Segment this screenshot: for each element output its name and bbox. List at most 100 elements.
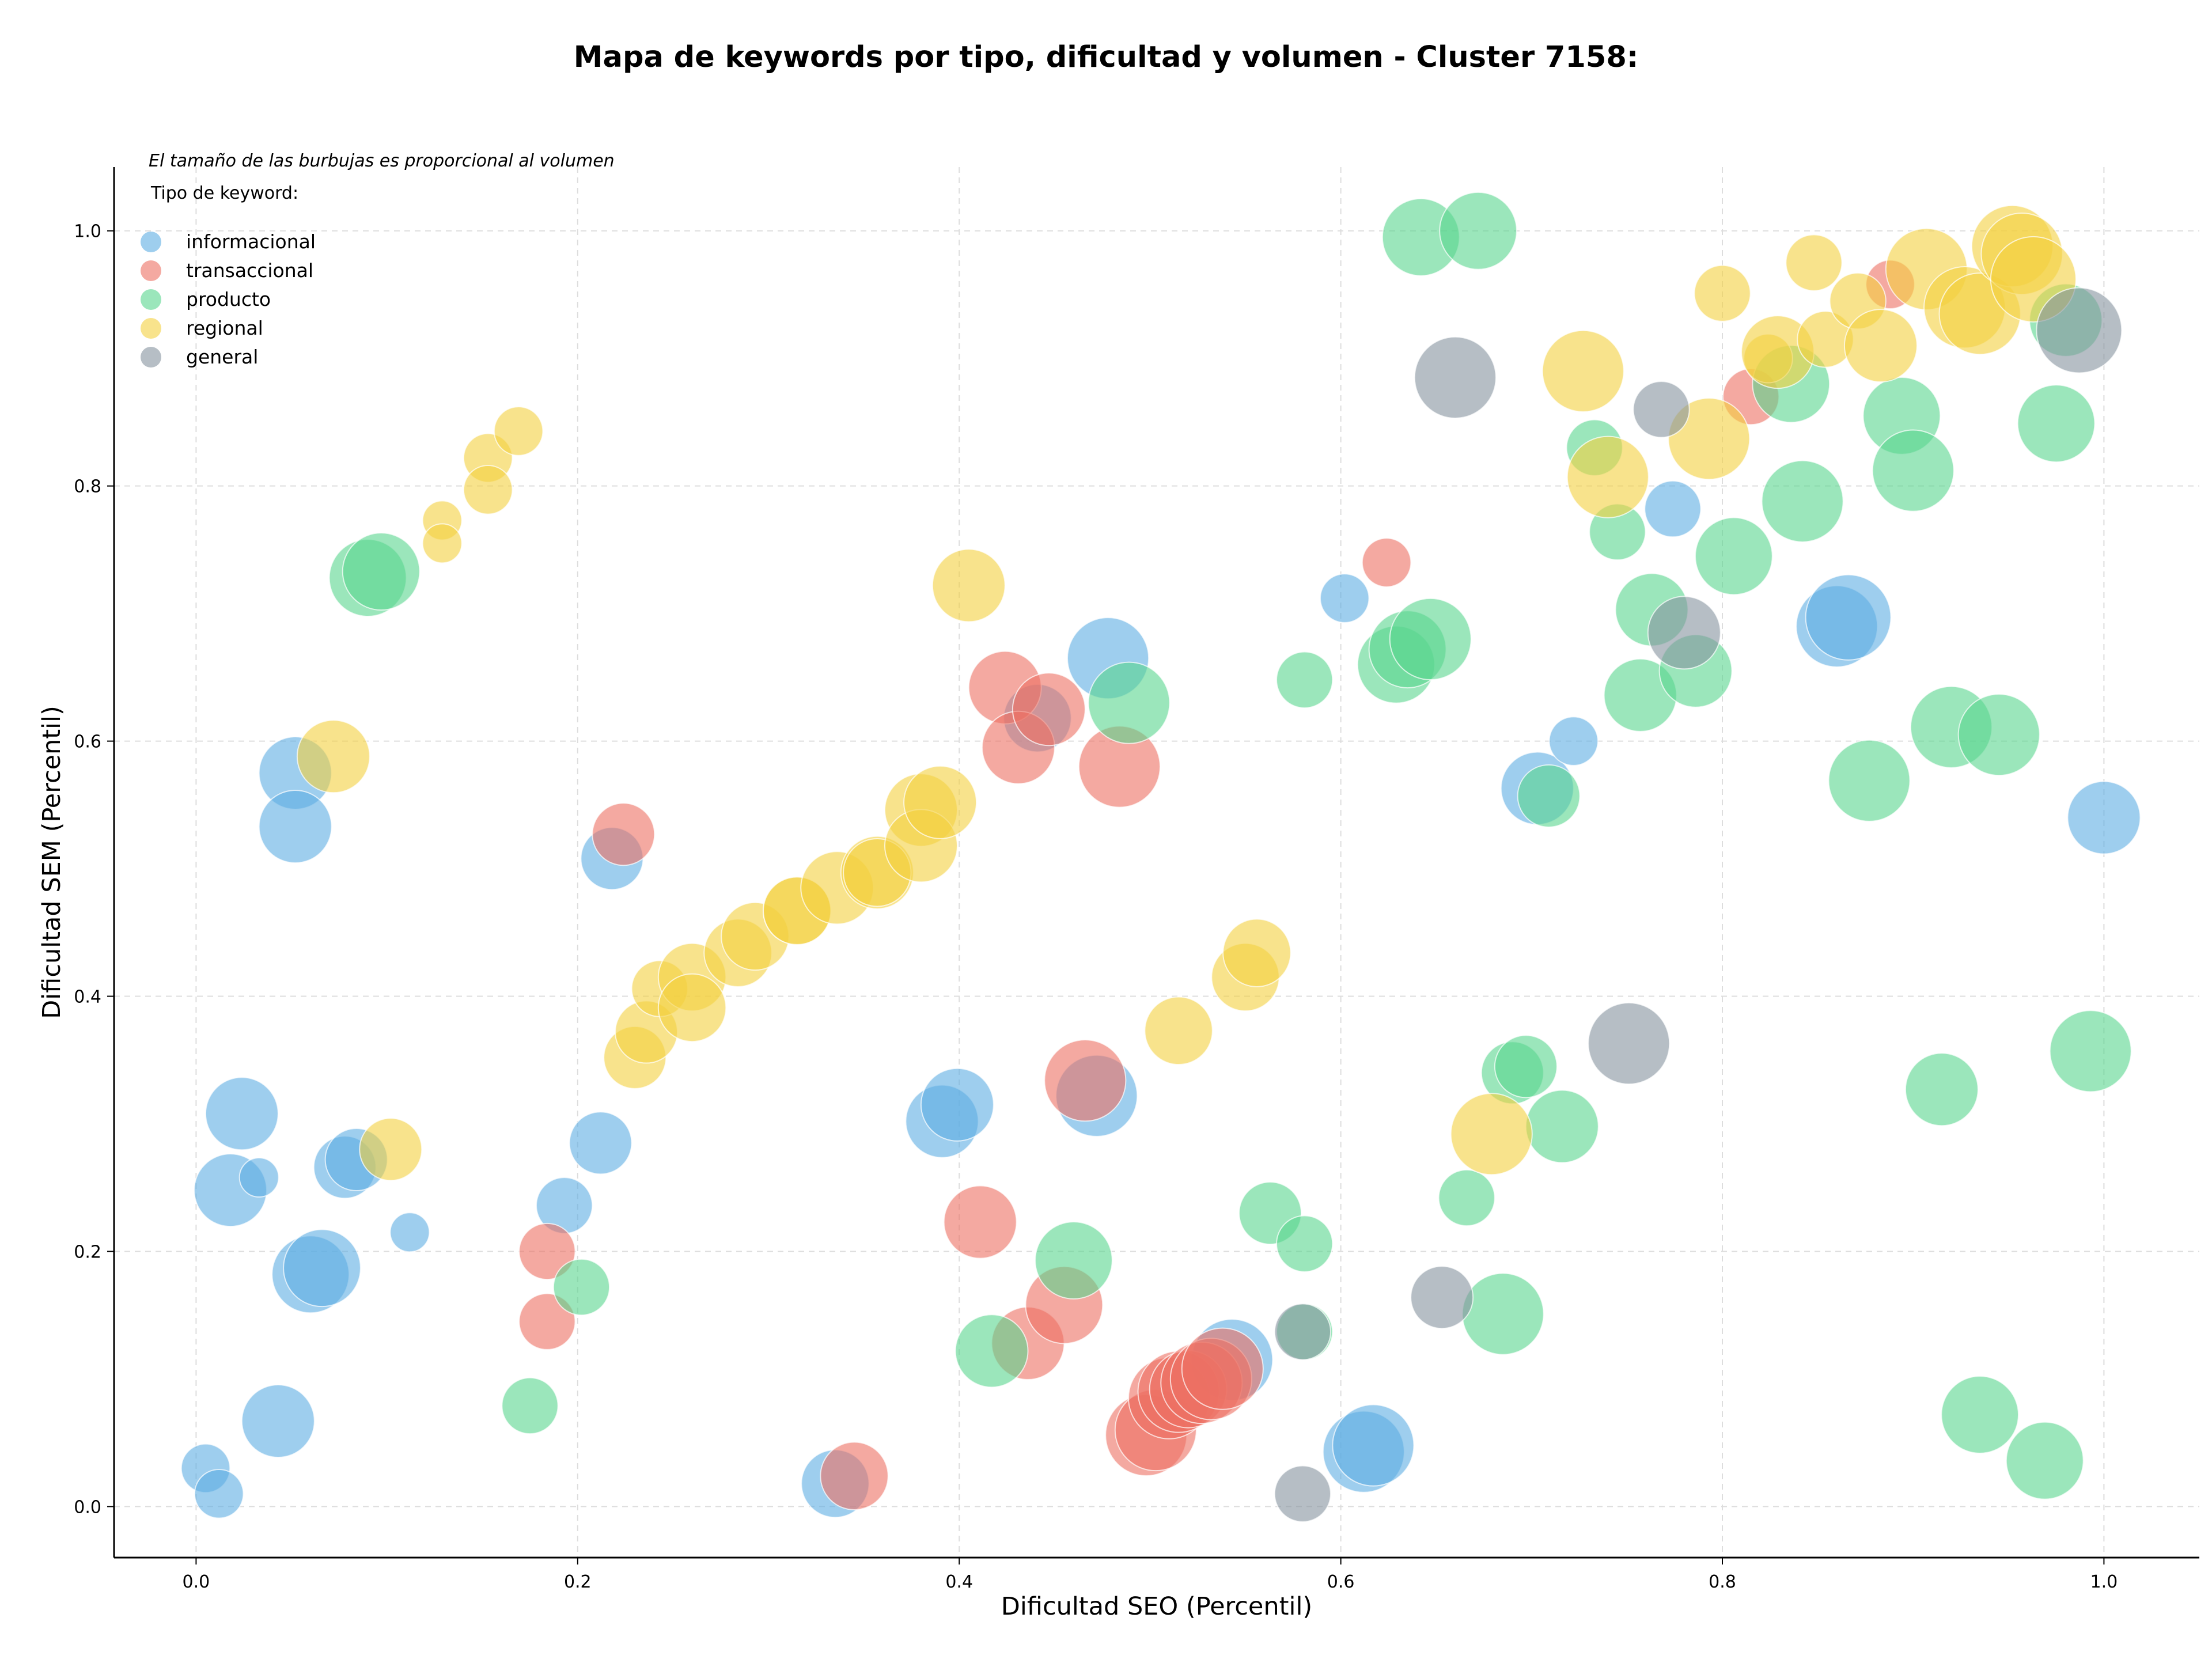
bubble-informacional xyxy=(283,1229,361,1308)
bubble-regional xyxy=(931,548,1006,623)
bubble-general xyxy=(1410,1266,1474,1329)
bubble-informacional xyxy=(194,1468,244,1519)
bubble-transaccional xyxy=(1361,537,1412,588)
bubble-producto xyxy=(1828,739,1911,822)
bubble-regional xyxy=(1541,329,1624,412)
bubble-general xyxy=(2036,287,2123,374)
chart-title: Mapa de keywords por tipo, dificultad y … xyxy=(574,40,1638,74)
legend-marker-general xyxy=(141,347,161,368)
bubble-regional xyxy=(1566,435,1649,518)
bubble-regional xyxy=(463,465,513,515)
bubble-informacional xyxy=(920,1067,994,1142)
bubble-informacional xyxy=(569,1111,632,1175)
legend-label-informacional: informacional xyxy=(186,230,316,253)
x-tick-label: 1.0 xyxy=(2090,1572,2118,1592)
bubble-informacional xyxy=(1805,574,1892,661)
y-tick-label: 0.0 xyxy=(74,1497,101,1517)
bubble-transaccional xyxy=(943,1185,1017,1259)
bubble-general xyxy=(1647,596,1721,670)
bubble-informacional xyxy=(238,1157,279,1198)
bubble-regional xyxy=(1694,264,1751,322)
bubble-producto xyxy=(1941,1376,2020,1454)
legend-title: Tipo de keyword: xyxy=(150,183,298,203)
bubble-regional xyxy=(903,765,978,839)
bubble-producto xyxy=(1957,693,2040,776)
bubble-transaccional xyxy=(820,1441,889,1510)
bubble-producto xyxy=(1494,1035,1558,1098)
y-axis-label: Dificultad SEM (Percentil) xyxy=(37,706,66,1019)
bubble-producto xyxy=(1694,517,1773,596)
bubble-producto xyxy=(1276,651,1334,709)
bubble-regional xyxy=(1222,918,1291,987)
bubble-informacional xyxy=(1332,1404,1415,1487)
bubble-layer xyxy=(180,191,2141,1522)
legend: informacional transaccional producto region… xyxy=(141,230,316,368)
bubble-regional xyxy=(359,1117,423,1181)
bubble-regional xyxy=(1144,996,1213,1066)
grid xyxy=(114,167,2199,1558)
y-tick-label: 0.8 xyxy=(74,477,101,497)
bubble-general xyxy=(1633,381,1690,438)
legend-label-transaccional: transaccional xyxy=(186,259,313,282)
y-tick-label: 0.2 xyxy=(74,1242,101,1262)
y-tick-label: 0.4 xyxy=(74,987,101,1007)
bubble-informacional xyxy=(241,1384,315,1459)
bubble-transaccional xyxy=(1012,672,1086,747)
x-tick-label: 0.6 xyxy=(1327,1572,1355,1592)
bubble-regional xyxy=(1668,397,1751,480)
bubble-regional xyxy=(493,406,544,456)
bubble-informacional xyxy=(389,1212,430,1253)
bubble-informacional xyxy=(1548,716,1599,766)
bubble-transaccional xyxy=(1044,1039,1127,1122)
bubble-producto xyxy=(1761,460,1844,543)
bubble-informacional xyxy=(204,1077,279,1151)
legend-label-general: general xyxy=(186,346,258,368)
bubble-regional xyxy=(1450,1093,1533,1176)
bubble-producto xyxy=(955,1314,1029,1388)
legend-marker-informacional xyxy=(141,232,161,252)
bubble-informacional xyxy=(258,789,332,863)
x-axis-label: Dificultad SEO (Percentil) xyxy=(1001,1592,1312,1621)
bubble-transaccional xyxy=(518,1293,576,1350)
bubble-informacional xyxy=(2067,781,2141,855)
size-note: El tamaño de las burbujas es proporciona… xyxy=(149,151,615,171)
bubble-transaccional xyxy=(592,802,656,866)
ticks: 0.0 0.2 0.4 0.6 0.8 1.0 0.0 0.2 0.4 0.6 0.8 1.0 xyxy=(74,222,2118,1592)
bubble-informacional xyxy=(1319,573,1370,623)
y-tick-label: 0.6 xyxy=(74,732,101,752)
bubble-producto xyxy=(2049,1010,2132,1093)
x-tick-label: 0.8 xyxy=(1709,1572,1736,1592)
x-tick-label: 0.4 xyxy=(945,1572,973,1592)
bubble-producto xyxy=(1276,1215,1334,1272)
bubble-producto xyxy=(1088,661,1171,744)
bubble-producto xyxy=(1517,764,1581,828)
axes xyxy=(113,167,2199,1559)
bubble-producto xyxy=(1525,1089,1599,1164)
bubble-producto xyxy=(2017,384,2096,463)
legend-label-regional: regional xyxy=(186,317,263,339)
bubble-producto xyxy=(1904,1052,1979,1127)
legend-label-producto: producto xyxy=(186,288,271,310)
bubble-producto xyxy=(1439,191,1517,270)
legend-marker-transaccional xyxy=(141,260,161,281)
bubble-general xyxy=(1274,1303,1332,1361)
x-tick-label: 0.2 xyxy=(564,1572,592,1592)
bubble-regional xyxy=(1843,309,1918,383)
bubble-general xyxy=(1588,1002,1671,1085)
bubble-producto xyxy=(1389,597,1472,680)
bubble-producto xyxy=(1438,1169,1495,1227)
bubble-producto xyxy=(342,532,421,611)
bubble-regional xyxy=(296,719,370,794)
bubble-transaccional xyxy=(1181,1327,1264,1410)
x-tick-label: 0.0 xyxy=(183,1572,210,1592)
legend-marker-regional xyxy=(141,318,161,339)
bubble-general xyxy=(1274,1465,1332,1522)
bubble-transaccional xyxy=(518,1222,576,1281)
bubble-producto xyxy=(1035,1221,1113,1300)
bubble-producto xyxy=(552,1258,611,1316)
bubble-producto xyxy=(2005,1421,2084,1500)
bubble-informacional xyxy=(1644,480,1702,538)
bubble-general xyxy=(1414,336,1497,419)
bubble-producto xyxy=(1461,1272,1544,1355)
